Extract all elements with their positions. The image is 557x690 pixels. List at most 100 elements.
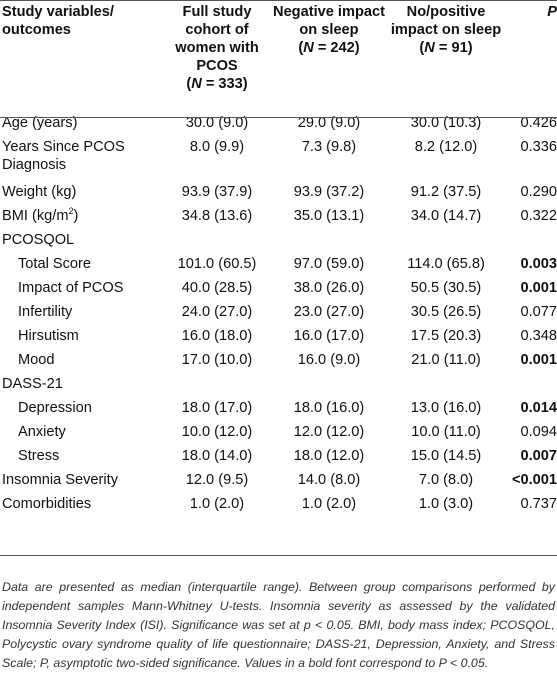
section-label: DASS-21 xyxy=(2,376,63,392)
cell-negative-impact: 16.0 (17.0) xyxy=(293,328,365,344)
table-row: Years Since PCOS Diagnosis 8.0 (9.9) 7.3… xyxy=(0,135,557,180)
row-label: Infertility xyxy=(18,304,73,320)
cell-no-positive-impact: 17.5 (20.3) xyxy=(410,328,482,344)
cell-p-value: 0.077 xyxy=(520,304,557,320)
cell-full-cohort: 12.0 (9.5) xyxy=(185,472,249,488)
header-no-positive-impact-n: (N = 91) xyxy=(419,40,473,56)
row-label: Weight (kg) xyxy=(2,184,77,200)
cell-p-value: 0.322 xyxy=(520,208,557,224)
row-label: Comorbidities xyxy=(2,496,92,512)
header-full-cohort: Full study cohort of women with PCOS (N … xyxy=(175,4,259,92)
bottom-rule xyxy=(0,555,557,556)
cell-full-cohort: 101.0 (60.5) xyxy=(177,256,257,272)
cell-full-cohort: 1.0 (2.0) xyxy=(189,496,245,512)
table-body: Age (years) 30.0 (9.0) 29.0 (9.0) 30.0 (… xyxy=(0,111,557,516)
row-label: Depression xyxy=(18,400,92,416)
cell-p-value: 0.737 xyxy=(520,496,557,512)
cell-p-value: 0.001 xyxy=(520,280,557,296)
cell-p-value: 0.001 xyxy=(520,352,557,368)
table-row: Infertility 24.0 (27.0) 23.0 (27.0) 30.5… xyxy=(0,300,557,324)
cell-negative-impact: 7.3 (9.8) xyxy=(301,139,357,155)
header-no-positive-impact: No/positive impact on sleep (N = 91) xyxy=(390,4,502,56)
cell-negative-impact: 18.0 (12.0) xyxy=(293,448,365,464)
header-p: P xyxy=(547,4,557,20)
cell-full-cohort: 34.8 (13.6) xyxy=(181,208,253,224)
results-table: Study variables/ outcomes Full study coh… xyxy=(0,0,557,516)
table-row: Mood 17.0 (10.0) 16.0 (9.0) 21.0 (11.0) … xyxy=(0,348,557,372)
cell-no-positive-impact: 8.2 (12.0) xyxy=(414,139,478,155)
cell-negative-impact: 93.9 (37.2) xyxy=(293,184,365,200)
section-row: PCOSQOL xyxy=(0,228,557,252)
cell-p-value: 0.426 xyxy=(520,115,557,131)
section-label: PCOSQOL xyxy=(2,232,75,248)
cell-no-positive-impact: 91.2 (37.5) xyxy=(410,184,482,200)
cell-no-positive-impact: 1.0 (3.0) xyxy=(418,496,474,512)
header-negative-impact: Negative impact on sleep (N = 242) xyxy=(273,4,385,56)
cell-negative-impact: 23.0 (27.0) xyxy=(293,304,365,320)
top-rule xyxy=(0,0,557,1)
cell-full-cohort: 93.9 (37.9) xyxy=(181,184,253,200)
header-row: Study variables/ outcomes Full study coh… xyxy=(0,0,557,111)
cell-full-cohort: 16.0 (18.0) xyxy=(181,328,253,344)
header-rule xyxy=(0,117,557,118)
cell-negative-impact: 1.0 (2.0) xyxy=(301,496,357,512)
cell-negative-impact: 14.0 (8.0) xyxy=(297,472,361,488)
cell-p-value: 0.336 xyxy=(520,139,557,155)
table-row: Total Score 101.0 (60.5) 97.0 (59.0) 114… xyxy=(0,252,557,276)
table-row: Anxiety 10.0 (12.0) 12.0 (12.0) 10.0 (11… xyxy=(0,420,557,444)
cell-negative-impact: 12.0 (12.0) xyxy=(293,424,365,440)
row-label: Stress xyxy=(18,448,60,464)
row-label: Anxiety xyxy=(18,424,66,440)
cell-full-cohort: 17.0 (10.0) xyxy=(181,352,253,368)
cell-negative-impact: 18.0 (16.0) xyxy=(293,400,365,416)
cell-negative-impact: 29.0 (9.0) xyxy=(297,115,361,131)
table-row: BMI (kg/m2) 34.8 (13.6) 35.0 (13.1) 34.0… xyxy=(0,204,557,228)
cell-full-cohort: 24.0 (27.0) xyxy=(181,304,253,320)
table-row: Weight (kg) 93.9 (37.9) 93.9 (37.2) 91.2… xyxy=(0,180,557,204)
cell-no-positive-impact: 114.0 (65.8) xyxy=(407,256,485,272)
table-row: Impact of PCOS 40.0 (28.5) 38.0 (26.0) 5… xyxy=(0,276,557,300)
cell-no-positive-impact: 15.0 (14.5) xyxy=(410,448,482,464)
row-label: Insomnia Severity xyxy=(2,472,118,488)
cell-p-value: 0.348 xyxy=(520,328,557,344)
cell-negative-impact: 38.0 (26.0) xyxy=(293,280,365,296)
header-variables: Study variables/ outcomes xyxy=(2,4,114,38)
section-row: DASS-21 xyxy=(0,372,557,396)
table-row: Depression 18.0 (17.0) 18.0 (16.0) 13.0 … xyxy=(0,396,557,420)
cell-p-value: 0.094 xyxy=(520,424,557,440)
cell-no-positive-impact: 13.0 (16.0) xyxy=(410,400,482,416)
cell-p-value: 0.290 xyxy=(520,184,557,200)
cell-no-positive-impact: 7.0 (8.0) xyxy=(418,472,474,488)
table-row: Insomnia Severity 12.0 (9.5) 14.0 (8.0) … xyxy=(0,468,557,492)
row-label: Mood xyxy=(18,352,55,368)
cell-no-positive-impact: 10.0 (11.0) xyxy=(411,424,481,440)
superscript: 2 xyxy=(68,206,74,217)
cell-p-value: <0.001 xyxy=(511,472,557,488)
cell-negative-impact: 35.0 (13.1) xyxy=(293,208,365,224)
cell-no-positive-impact: 50.5 (30.5) xyxy=(410,280,482,296)
row-label: BMI (kg/m2) xyxy=(2,206,79,224)
cell-full-cohort: 10.0 (12.0) xyxy=(181,424,253,440)
header-full-cohort-n: (N = 333) xyxy=(186,76,248,92)
table-row: Hirsutism 16.0 (18.0) 16.0 (17.0) 17.5 (… xyxy=(0,324,557,348)
row-label: Years Since PCOS Diagnosis xyxy=(2,139,125,173)
row-label: Hirsutism xyxy=(18,328,79,344)
cell-full-cohort: 40.0 (28.5) xyxy=(181,280,253,296)
row-label: Total Score xyxy=(18,256,92,272)
cell-full-cohort: 30.0 (9.0) xyxy=(185,115,249,131)
table-row: Age (years) 30.0 (9.0) 29.0 (9.0) 30.0 (… xyxy=(0,111,557,135)
cell-negative-impact: 97.0 (59.0) xyxy=(293,256,365,272)
row-label: Impact of PCOS xyxy=(18,280,124,296)
cell-p-value: 0.014 xyxy=(520,400,557,416)
cell-no-positive-impact: 30.5 (26.5) xyxy=(410,304,482,320)
cell-full-cohort: 8.0 (9.9) xyxy=(189,139,245,155)
cell-negative-impact: 16.0 (9.0) xyxy=(297,352,361,368)
cell-no-positive-impact: 30.0 (10.3) xyxy=(410,115,482,131)
header-negative-impact-n: (N = 242) xyxy=(298,40,360,56)
row-label: Age (years) xyxy=(2,115,78,131)
cell-no-positive-impact: 21.0 (11.0) xyxy=(411,352,481,368)
table-footnote: Data are presented as median (interquart… xyxy=(2,580,555,670)
cell-no-positive-impact: 34.0 (14.7) xyxy=(410,208,482,224)
table-row: Stress 18.0 (14.0) 18.0 (12.0) 15.0 (14.… xyxy=(0,444,557,468)
